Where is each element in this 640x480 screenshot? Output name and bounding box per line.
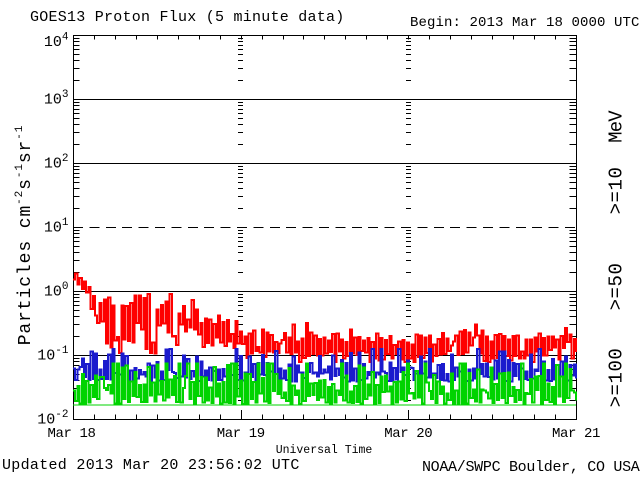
svg-text:104: 104	[44, 32, 69, 52]
svg-text:GOES13 Proton Flux (5 minute d: GOES13 Proton Flux (5 minute data)	[30, 9, 345, 26]
svg-text:101: 101	[44, 217, 69, 237]
svg-text:Updated 2013 Mar 20 23:56:02 U: Updated 2013 Mar 20 23:56:02 UTC	[2, 457, 300, 474]
svg-text:Particles cm-2s-1sr-1: Particles cm-2s-1sr-1	[14, 125, 36, 346]
svg-text:102: 102	[44, 153, 69, 173]
svg-text:10-1: 10-1	[37, 345, 69, 365]
svg-text:Mar 20: Mar 20	[384, 426, 432, 442]
svg-text:NOAA/SWPC Boulder, CO USA: NOAA/SWPC Boulder, CO USA	[422, 459, 640, 476]
svg-text:>=100: >=100	[606, 348, 628, 408]
svg-text:Mar 18: Mar 18	[47, 426, 95, 442]
svg-text:>=10: >=10	[606, 167, 628, 215]
svg-text:Mar 21: Mar 21	[552, 426, 600, 442]
svg-text:MeV: MeV	[606, 110, 628, 143]
svg-text:Universal Time: Universal Time	[276, 444, 373, 457]
svg-text:Begin: 2013 Mar 18 0000 UTC: Begin: 2013 Mar 18 0000 UTC	[410, 15, 640, 31]
svg-text:100: 100	[44, 281, 69, 301]
svg-text:103: 103	[44, 89, 69, 109]
svg-text:Mar 19: Mar 19	[217, 426, 265, 442]
svg-text:>=50: >=50	[606, 263, 628, 311]
